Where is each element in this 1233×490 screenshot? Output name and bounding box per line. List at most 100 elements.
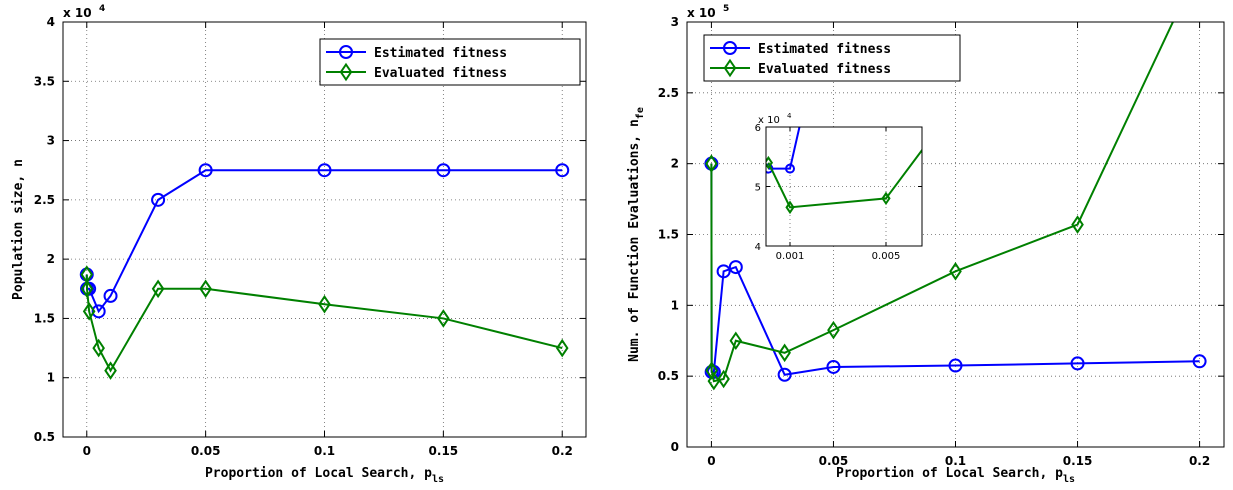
right-y-axis-label-sub: fe: [635, 107, 646, 119]
inset-series-line: [767, 148, 922, 209]
left-series-evaluated: [80, 265, 569, 380]
left-series-estimated: [79, 163, 570, 319]
left-y-multiplier-exponent: 4: [99, 4, 105, 14]
left-data-point: [555, 338, 569, 358]
right-data-point: [827, 320, 840, 340]
right-y-tick-label: 3: [671, 15, 679, 29]
left-y-multiplier: x 10 4: [63, 4, 105, 20]
right-y-tick-label: 2.5: [658, 86, 679, 100]
right-x-tick-label: 0.05: [819, 454, 849, 468]
left-legend-item: Estimated fitness: [326, 45, 507, 61]
left-legend-swatch-marker: [339, 62, 353, 82]
right-y-tick-label: 0: [671, 440, 679, 454]
inset-data-point: [785, 163, 795, 174]
inset-y-tick-label: 6: [755, 123, 761, 134]
inset-ticks: 0.001 0.005 4 5 6: [755, 123, 922, 262]
inset-x-tick-label: 0.005: [872, 251, 901, 262]
left-data-point: [82, 302, 96, 321]
left-x-tick-label: 0: [83, 444, 91, 458]
inset-series-line: [768, 127, 801, 170]
right-y-tick-label: 2: [671, 157, 679, 171]
left-data-point: [104, 361, 117, 380]
right-series-evaluated: [705, 22, 1175, 391]
inset-x-tick-label: 0.001: [776, 251, 805, 262]
left-chart: 0 0.05 0.1 0.15 0.2 0.5 1 1.5 2 2.5 3 3.5 4 x 10 4 P…: [11, 4, 587, 485]
left-data-point: [103, 288, 118, 303]
left-data-point: [151, 279, 165, 299]
right-legend-swatch-marker: [723, 58, 737, 78]
right-y-multiplier-exponent: 5: [723, 4, 729, 14]
inset-data-point: [881, 191, 891, 206]
inset-y-tick-label: 5: [755, 183, 761, 194]
left-y-tick-label: 0.5: [34, 430, 55, 444]
left-x-axis-label: Proportion of Local Search, pls: [205, 466, 444, 485]
inset-data-point: [1003, 33, 1010, 43]
right-legend-item: Evaluated fitness: [710, 58, 891, 78]
right-y-tick-label: 1: [671, 298, 679, 312]
right-x-axis-label-main: Proportion of Local Search, p: [836, 466, 1063, 481]
left-y-tick-label: 4: [47, 15, 55, 29]
right-legend: Estimated fitness Evaluated fitness: [703, 34, 961, 82]
right-legend-swatch-marker: [723, 41, 737, 55]
right-y-axis-label-main: Num. of Function Evaluations, n: [627, 119, 642, 362]
right-data-point: [1192, 354, 1207, 369]
right-y-tick-label: 1.5: [658, 228, 679, 242]
inset-y-multiplier: x 10 4: [758, 112, 792, 126]
left-x-axis-label-main: Proportion of Local Search, p: [205, 466, 432, 481]
left-y-tick-label: 2.5: [34, 193, 55, 207]
right-legend-label: Estimated fitness: [758, 42, 891, 57]
left-data-point: [91, 304, 106, 319]
left-data-point: [317, 163, 332, 178]
right-legend-item: Estimated fitness: [710, 41, 891, 57]
left-data-point: [198, 163, 213, 178]
right-inset: 0.001 0.005 4 5 6 x 10 4: [755, 33, 1010, 262]
right-data-point: [1070, 356, 1085, 371]
right-data-point: [777, 367, 792, 382]
right-x-axis-label: Proportion of Local Search, pls: [836, 466, 1075, 485]
left-y-tick-label: 1.5: [34, 311, 55, 325]
left-y-multiplier-text: x 10: [63, 6, 92, 20]
right-x-tick-label: 0.1: [945, 454, 966, 468]
right-legend-box: [703, 34, 961, 82]
left-legend-label: Evaluated fitness: [374, 66, 507, 81]
left-legend: Estimated fitness Evaluated fitness: [319, 38, 581, 86]
left-y-axis-label: Population size, n: [11, 159, 26, 300]
left-legend-swatch-marker: [339, 45, 353, 59]
left-series-line: [85, 274, 563, 373]
left-legend-item: Evaluated fitness: [326, 62, 507, 82]
left-x-tick-label: 0.15: [429, 444, 459, 458]
inset-series: [766, 33, 1010, 215]
right-y-multiplier: x 10 5: [687, 4, 729, 20]
left-series-line: [85, 169, 563, 314]
right-x-tick-label: 0.15: [1063, 454, 1093, 468]
left-x-tick-label: 0.1: [314, 444, 335, 458]
right-chart: 0 0.05 0.1 0.15 0.2 0 0.5 1 1.5 2 2.5 3 x 10 5 Prop…: [627, 4, 1225, 485]
right-data-point: [716, 264, 731, 279]
left-data-point: [151, 192, 166, 207]
inset-data-point: [785, 200, 795, 215]
left-data-point: [555, 163, 570, 178]
inset-y-tick-label: 4: [755, 242, 761, 253]
right-data-point: [1071, 215, 1084, 234]
left-ticks: 0 0.05 0.1 0.15 0.2 0.5 1 1.5 2 2.5 3 3.5 4: [34, 15, 586, 458]
left-legend-label: Estimated fitness: [374, 46, 507, 61]
left-legend-box: [319, 38, 581, 86]
right-y-tick-label: 0.5: [658, 369, 679, 383]
right-data-point: [728, 260, 743, 275]
right-x-tick-label: 0: [707, 454, 715, 468]
left-y-tick-label: 1: [47, 371, 55, 385]
left-data-point: [92, 338, 105, 358]
left-y-tick-label: 3.5: [34, 74, 55, 88]
right-data-point: [729, 331, 743, 351]
right-y-axis-label: Num. of Function Evaluations, nfe: [627, 107, 646, 362]
left-y-tick-label: 3: [47, 134, 55, 148]
left-data-point: [199, 279, 212, 299]
right-legend-label: Evaluated fitness: [758, 62, 891, 77]
left-x-tick-label: 0.05: [191, 444, 221, 458]
inset-y-multiplier-text: x 10: [758, 115, 780, 126]
right-series: [704, 22, 1207, 391]
right-ticks: 0 0.05 0.1 0.15 0.2 0 0.5 1 1.5 2 2.5 3: [658, 15, 1224, 468]
right-data-point: [707, 371, 721, 391]
right-data-point: [949, 262, 962, 281]
